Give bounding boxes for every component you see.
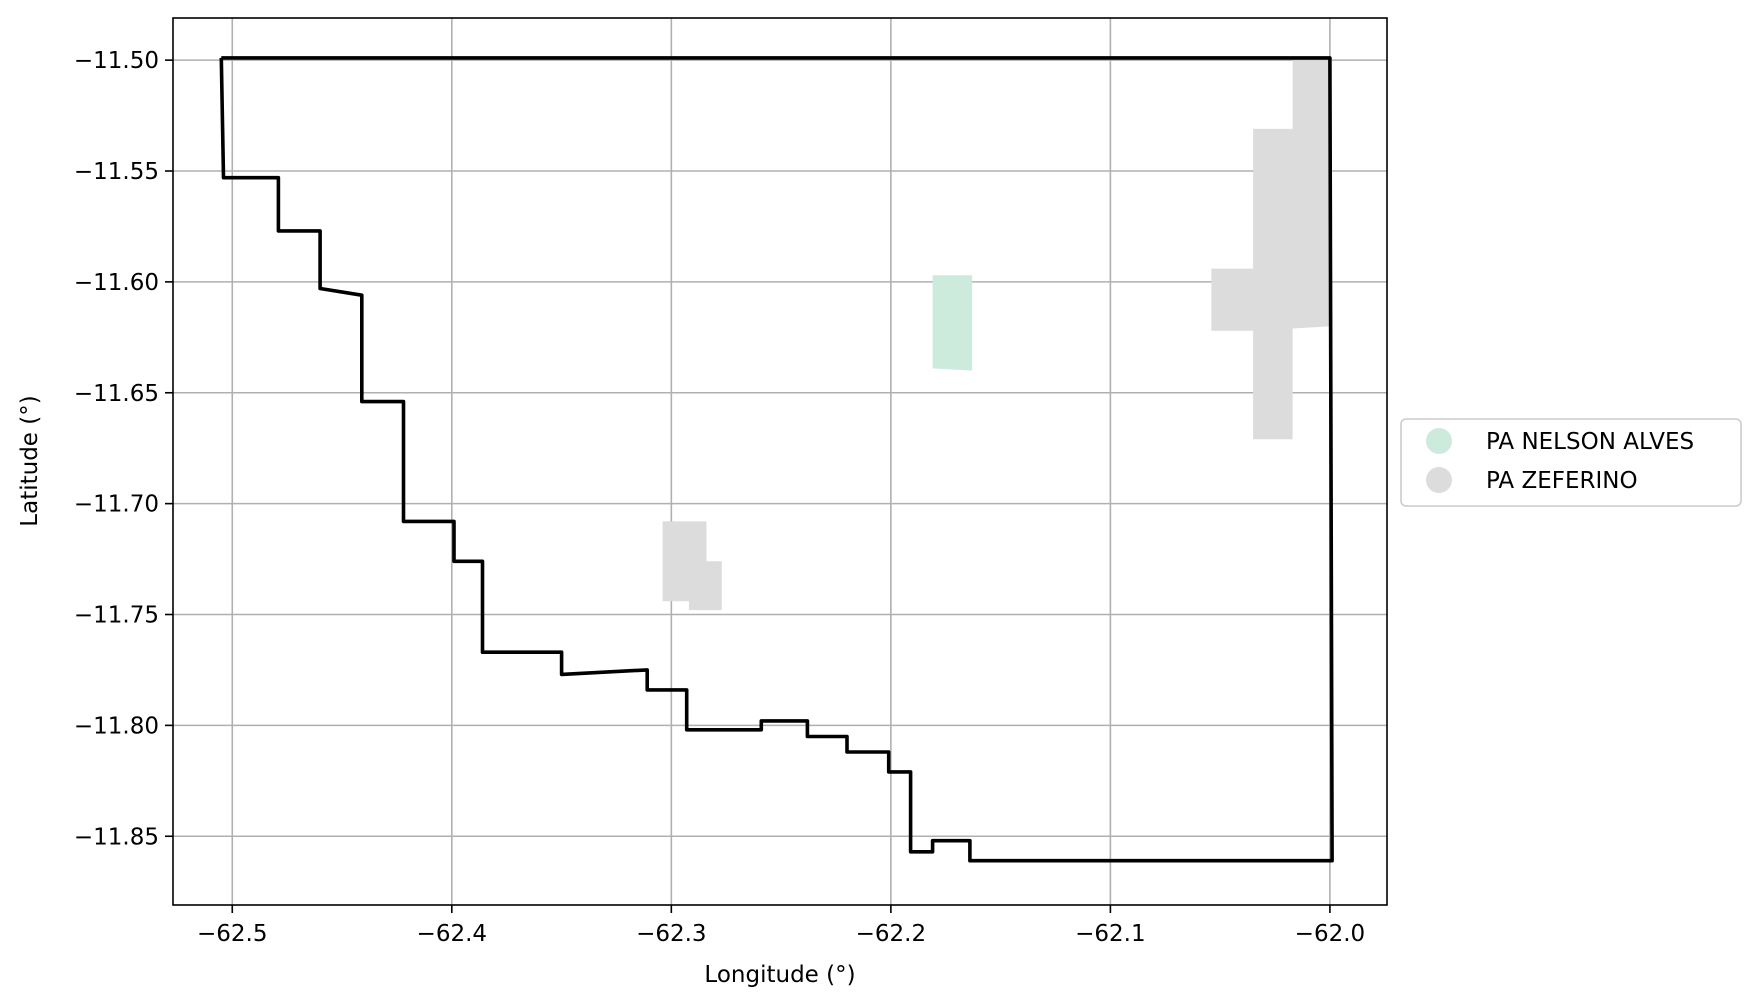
- x-tick-label-4: −62.1: [1075, 921, 1145, 947]
- y-tick-label-1: −11.55: [74, 159, 159, 185]
- y-tick-label-7: −11.85: [74, 824, 159, 850]
- municipality-boundary: [219, 56, 1334, 863]
- legend-marker-nelson-alves: [1426, 428, 1452, 454]
- y-tick-label-3: −11.65: [74, 381, 159, 407]
- area-pa-zeferino-0: [662, 521, 722, 611]
- y-axis-ticks: −11.50 −11.55 −11.60 −11.65 −11.70 −11.75 −11.…: [74, 48, 173, 850]
- legend-label-zeferino: PA ZEFERINO: [1486, 468, 1638, 494]
- x-axis-ticks: −62.5 −62.4 −62.3 −62.2 −62.1 −62.0: [197, 905, 1365, 947]
- legend-entry-zeferino: PA ZEFERINO: [1426, 467, 1638, 494]
- y-tick-label-5: −11.75: [74, 603, 159, 629]
- y-tick-label-2: −11.60: [74, 270, 159, 296]
- settlement-areas: [662, 60, 1333, 611]
- area-pa-zeferino-1: [1211, 60, 1333, 440]
- grid: [173, 18, 1387, 905]
- x-axis-label: Longitude (°): [704, 962, 855, 988]
- legend-entry-nelson-alves: PA NELSON ALVES: [1426, 428, 1694, 455]
- legend-frame: [1400, 418, 1742, 507]
- y-tick-label-6: −11.80: [74, 713, 159, 739]
- legend: PA NELSON ALVES PA ZEFERINO: [1400, 418, 1742, 507]
- x-tick-label-3: −62.2: [856, 921, 926, 947]
- area-pa-nelson-alves-0: [932, 275, 973, 371]
- legend-label-nelson-alves: PA NELSON ALVES: [1486, 429, 1694, 455]
- x-tick-label-0: −62.5: [197, 921, 267, 947]
- boundary-line: [219, 56, 1334, 863]
- legend-marker-zeferino: [1426, 467, 1452, 493]
- y-tick-label-0: −11.50: [74, 48, 159, 74]
- y-axis-label: Latitude (°): [17, 395, 43, 526]
- x-tick-label-2: −62.3: [636, 921, 706, 947]
- x-tick-label-5: −62.0: [1295, 921, 1365, 947]
- x-tick-label-1: −62.4: [417, 921, 487, 947]
- y-tick-label-4: −11.70: [74, 492, 159, 518]
- plot-frame: [172, 17, 1388, 906]
